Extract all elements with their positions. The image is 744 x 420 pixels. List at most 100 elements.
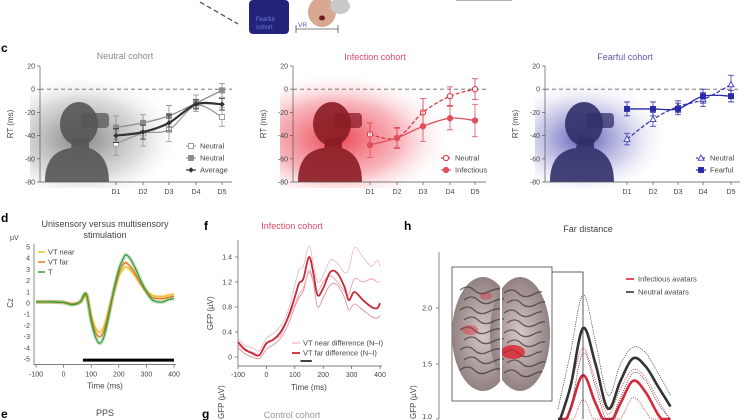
confidence-trace [237, 270, 381, 360]
gyrus-line [506, 299, 546, 308]
chart-title: Infection cohort [344, 52, 406, 62]
gyrus-line [459, 366, 501, 375]
gyrus-line [506, 319, 546, 328]
silhouette-body [45, 138, 109, 182]
y-tick-label: -60 [530, 156, 540, 163]
legend-marker [188, 167, 194, 173]
legend-label: VT far [48, 258, 69, 267]
y-tick-label: 20 [280, 64, 288, 71]
vr-headset-icon [334, 113, 362, 128]
fearful-cohort-label: Fearful [256, 17, 275, 23]
legend-label: Neutral [710, 154, 735, 163]
y-tick-label: -40 [530, 133, 540, 140]
legend-label: Fearful [710, 166, 734, 175]
y-axis-label: RT (ms) [6, 109, 15, 138]
y-tick-label: -3 [24, 334, 30, 341]
y-tick-label: -80 [25, 180, 35, 187]
series-line [35, 254, 175, 344]
data-point [446, 115, 454, 122]
y-tick-label: 1 [26, 289, 30, 296]
y-tick-label: 1.0 [422, 414, 432, 420]
y-tick-label: 0 [228, 355, 232, 362]
series-line [369, 88, 476, 140]
legend-marker [442, 166, 450, 174]
data-point [446, 93, 454, 100]
legend-label: Neutral avatars [638, 288, 689, 297]
legend-marker [188, 155, 194, 161]
chart-title: Far distance [563, 224, 613, 234]
series-line [237, 256, 381, 357]
data-point [649, 115, 657, 123]
x-tick-label: D3 [674, 189, 683, 196]
x-tick-label: D1 [112, 189, 121, 196]
x-tick-label: D1 [623, 189, 632, 196]
ci-upper-line [557, 294, 671, 409]
data-point [471, 86, 479, 93]
gyrus-line [503, 369, 543, 378]
silhouette-body [550, 138, 614, 182]
activation-spot [480, 292, 492, 300]
y-tick-label: -2 [24, 323, 30, 330]
legend-label: Infectious [455, 166, 487, 175]
data-point [140, 129, 146, 135]
legend-label: Neutral [200, 142, 225, 151]
legend-marker [697, 154, 705, 161]
x-tick-label: D2 [649, 189, 658, 196]
y-tick-label: 1.5 [422, 362, 432, 369]
data-point [623, 135, 631, 142]
x-tick-label: D3 [419, 189, 428, 196]
y-tick-label: 2.0 [422, 306, 432, 313]
fearful-cohort-label-2: cohort [256, 25, 273, 31]
chart-title-line-1: Unisensory versus multisensory [41, 219, 169, 229]
panel-e-title: PPS [96, 408, 114, 418]
x-tick-label: D2 [139, 189, 148, 196]
legend-label: VT far difference (N–I) [303, 349, 377, 358]
y-axis-label: RT (ms) [511, 109, 520, 138]
gyrus-line [503, 329, 543, 338]
x-tick-label: D5 [727, 189, 736, 196]
vr-headset-icon [81, 113, 109, 128]
x-tick-label: D2 [393, 189, 402, 196]
data-point [419, 123, 427, 130]
panel-label-h: h [404, 219, 411, 233]
x-tick-label: D5 [471, 189, 480, 196]
fearful-avatar-image [249, 0, 289, 34]
gyrus-line [459, 306, 501, 315]
face-avatar-hair [330, 0, 350, 14]
y-tick-label: 1.2 [222, 280, 232, 287]
x-tick-label: D4 [192, 189, 201, 196]
gyrus-line [503, 309, 543, 318]
x-tick-label: -100 [231, 372, 245, 379]
brain-topography-image [452, 277, 550, 391]
ci-lower-line [558, 352, 671, 420]
silhouette-body [298, 138, 362, 182]
panel-label-f: f [204, 219, 209, 233]
data-point [140, 119, 146, 126]
legend-label: Infectious avatars [638, 275, 697, 284]
gyrus-line [506, 359, 546, 368]
vr-headset-icon [586, 113, 614, 128]
top-illustration: Fearful cohort VR [199, 0, 512, 34]
face-avatar-mouth [319, 15, 325, 21]
gyrus-line [459, 326, 501, 335]
series-line [558, 373, 671, 420]
series-line [558, 326, 672, 420]
data-point [113, 132, 119, 139]
x-axis-label: Time (ms) [87, 382, 123, 391]
vr-scale-bar [295, 25, 339, 33]
data-point [471, 117, 479, 124]
y-tick-label: -80 [278, 180, 288, 187]
y-tick-label: 0 [284, 87, 288, 94]
x-tick-label: 100 [85, 372, 97, 379]
data-point [166, 120, 172, 126]
vr-user-silhouette [298, 102, 362, 182]
face-avatar-image [308, 0, 336, 27]
y-tick-label: 5 [26, 245, 30, 252]
gyrus-line [459, 286, 501, 295]
data-point [728, 93, 734, 100]
y-tick-label: -4 [24, 345, 30, 352]
x-tick-label: D4 [446, 189, 455, 196]
dashed-connector [199, 1, 239, 25]
y-tick-label: 0 [536, 87, 540, 94]
panel-g-title: Control cohort [264, 410, 321, 420]
